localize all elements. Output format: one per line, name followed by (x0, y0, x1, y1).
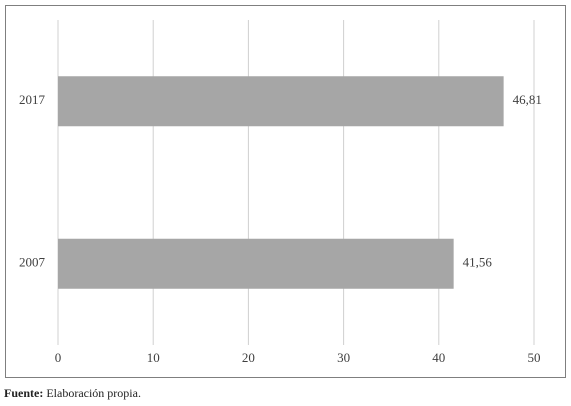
x-tick-label: 0 (55, 350, 62, 365)
value-label: 41,56 (463, 255, 493, 270)
chart-frame (5, 5, 566, 378)
x-tick-label: 10 (147, 350, 160, 365)
bar (58, 76, 504, 127)
source-text: Elaboración propia. (46, 386, 141, 400)
chart: 0 10 20 30 40 50 2017 46,81 2007 41,56 (5, 5, 566, 378)
x-tick-label: 50 (528, 350, 541, 365)
y-tick-label: 2007 (19, 255, 46, 270)
x-tick-label: 20 (242, 350, 255, 365)
y-tick-label: 2017 (19, 92, 46, 107)
bar (58, 238, 454, 289)
source-note: Fuente: Elaboración propia. (4, 386, 141, 401)
value-label: 46,81 (513, 92, 542, 107)
x-tick-label: 40 (432, 350, 445, 365)
source-label: Fuente: (4, 386, 44, 400)
x-tick-label: 30 (337, 350, 350, 365)
